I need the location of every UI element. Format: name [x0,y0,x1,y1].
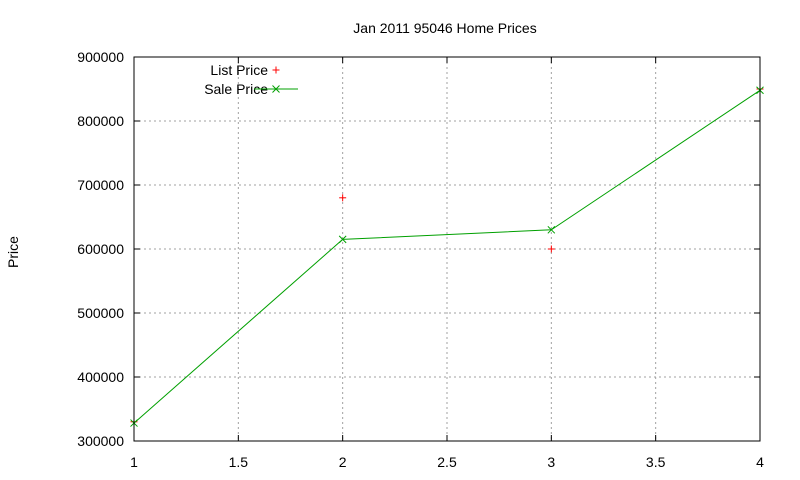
legend: List Price Sale Price [204,62,298,97]
x-tick-label: 1.5 [229,454,249,470]
y-tick-label: 600000 [77,241,124,257]
grid [134,57,760,441]
legend-marker-d2 [272,85,280,93]
y-tick-label: 500000 [77,305,124,321]
y-tick-label: 400000 [77,369,124,385]
plot-area [130,85,764,427]
list-price-point [547,245,555,253]
legend-label: List Price [210,62,268,78]
y-axis-label: Price [5,236,21,268]
list-price-point [339,194,347,202]
y-tick-label: 800000 [77,113,124,129]
sale-price-point [338,235,347,244]
legend-marker [272,85,280,93]
x-tick-label: 3 [547,454,555,470]
axis-ticks: 1 1.5 2 2.5 3 3.5 4 300000 400000 500000 600000 700… [77,49,764,470]
y-tick-label: 700000 [77,177,124,193]
sale-price-point-d2 [547,225,556,234]
sale-price-point-d2 [338,235,347,244]
sale-price-line [133,89,761,424]
legend-label: Sale Price [204,81,268,97]
legend-marker [272,66,280,74]
x-tick-label: 2.5 [437,454,457,470]
y-tick-label: 300000 [77,433,124,449]
x-tick-label: 2 [339,454,347,470]
chart-title: Jan 2011 95046 Home Prices [353,20,536,36]
x-tick-label: 4 [756,454,764,470]
x-tick-label: 3.5 [646,454,666,470]
sale-price-point [547,225,556,234]
y-tick-label: 900000 [77,49,124,65]
x-tick-label: 1 [130,454,138,470]
